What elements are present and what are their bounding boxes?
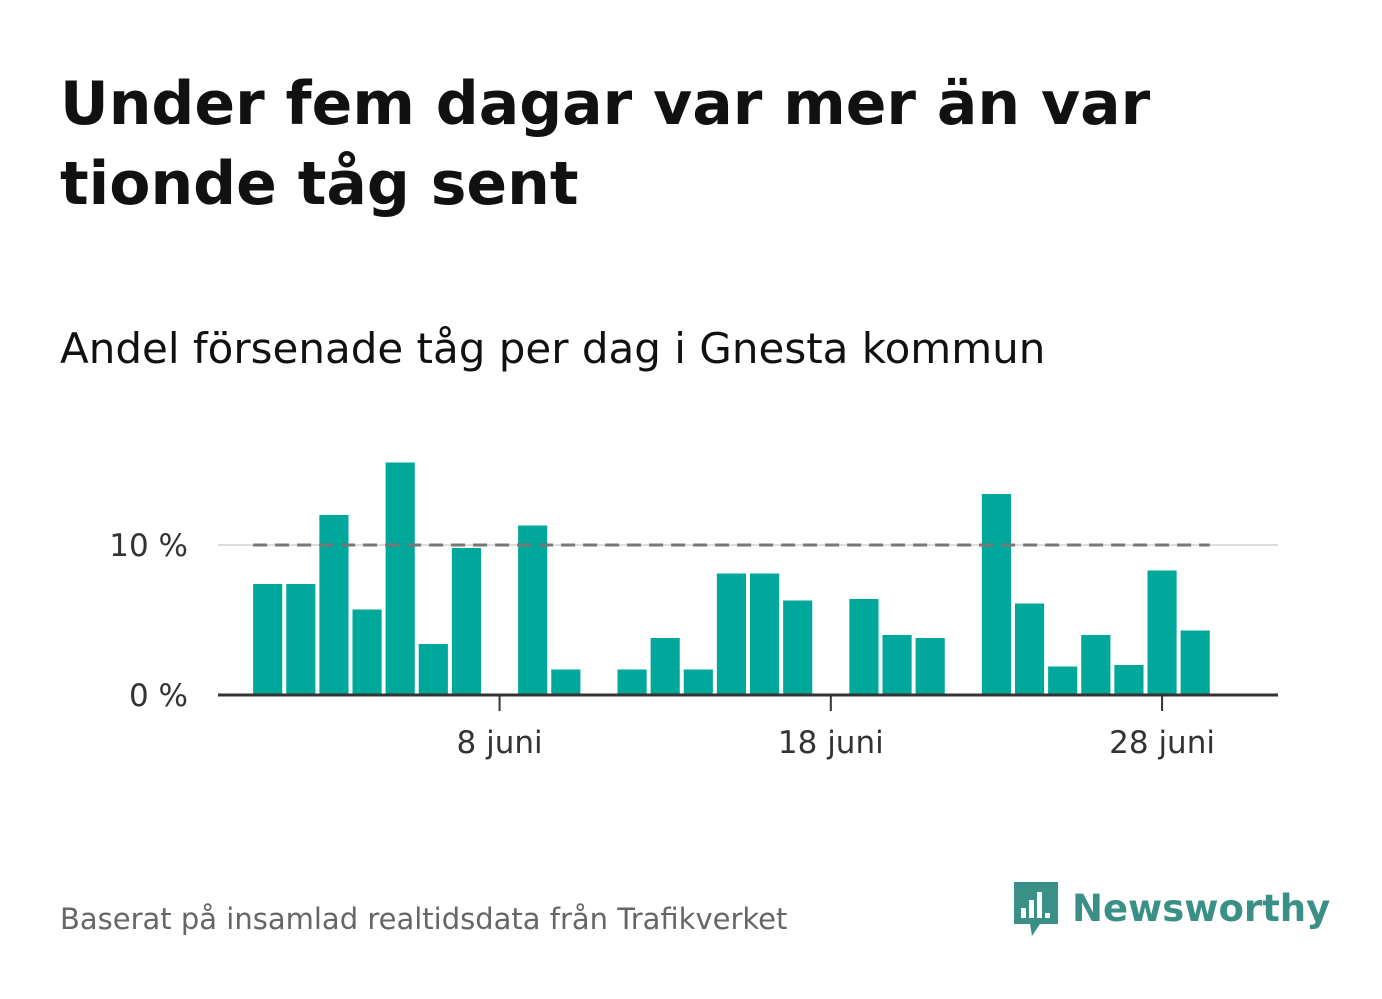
bar bbox=[286, 584, 316, 695]
bar bbox=[1048, 666, 1078, 695]
bar bbox=[518, 525, 548, 695]
brand-logo: Newsworthy bbox=[1010, 878, 1330, 940]
newsworthy-logo-icon bbox=[1014, 882, 1058, 936]
x-tick-label: 18 juni bbox=[778, 725, 884, 761]
bar bbox=[683, 669, 713, 695]
x-tick-label: 28 juni bbox=[1109, 725, 1215, 761]
y-tick-label: 10 % bbox=[109, 528, 188, 564]
bar bbox=[385, 462, 415, 695]
bar bbox=[551, 669, 581, 695]
bar bbox=[981, 494, 1012, 695]
bar bbox=[783, 600, 813, 695]
brand-name: Newsworthy bbox=[1072, 887, 1331, 930]
bar bbox=[849, 599, 879, 695]
bar bbox=[352, 609, 382, 695]
bar bbox=[1180, 630, 1210, 695]
x-tick-label: 8 juni bbox=[457, 725, 543, 761]
bar bbox=[915, 638, 945, 695]
bar bbox=[319, 515, 349, 695]
bar bbox=[1147, 570, 1177, 695]
bar bbox=[650, 638, 680, 695]
bar bbox=[749, 573, 780, 695]
chart-subtitle: Andel försenade tåg per dag i Gnesta kom… bbox=[60, 324, 1046, 373]
bar bbox=[716, 573, 747, 695]
bar bbox=[451, 548, 482, 695]
bar bbox=[882, 635, 912, 695]
y-tick-label: 0 % bbox=[129, 678, 188, 714]
bar bbox=[253, 584, 283, 695]
source-note: Baserat på insamlad realtidsdata från Tr… bbox=[60, 902, 788, 936]
bar bbox=[1014, 603, 1045, 695]
bar bbox=[1114, 665, 1144, 695]
chart-title: Under fem dagar var mer än var tionde tå… bbox=[60, 69, 1151, 219]
bar bbox=[1081, 635, 1111, 695]
bar bbox=[418, 644, 448, 695]
bar bbox=[617, 669, 647, 695]
